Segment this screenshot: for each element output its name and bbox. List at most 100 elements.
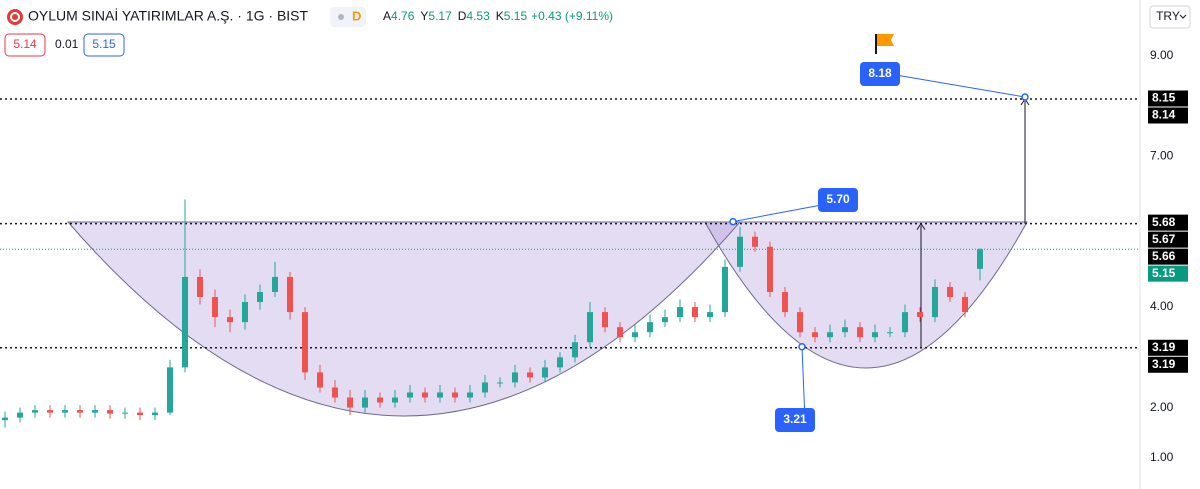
- candle-body: [887, 332, 893, 334]
- candle-body: [692, 307, 698, 318]
- logo-ring: [10, 12, 20, 22]
- candle-body: [527, 372, 533, 378]
- candle-body: [482, 382, 488, 393]
- candle-body: [512, 372, 518, 383]
- price-label: 5.67: [1152, 232, 1176, 246]
- candle-body: [272, 276, 278, 292]
- candle-body: [497, 382, 503, 384]
- ohlc-value: 5.17: [428, 9, 452, 23]
- arrow-head: [916, 222, 926, 230]
- candle-body: [647, 322, 653, 333]
- candle-body: [752, 236, 758, 247]
- y-tick-label: 2.00: [1150, 400, 1174, 414]
- candle-body: [167, 367, 173, 413]
- candle-body: [572, 342, 578, 358]
- price-label-box: [1148, 356, 1188, 373]
- candle-body: [932, 286, 938, 318]
- candle-body: [737, 236, 743, 267]
- candle-body: [962, 297, 968, 313]
- candle-body: [947, 286, 953, 298]
- candle-body: [557, 357, 563, 368]
- bid-box[interactable]: [4, 33, 46, 57]
- callout-box: [775, 408, 815, 432]
- candle-body: [767, 246, 773, 292]
- ohlc-value: 4.53: [466, 9, 490, 23]
- candle-body: [377, 397, 383, 403]
- y-tick-label: 1.00: [1150, 450, 1174, 464]
- symbol-title: OYLUM SINAİ YATIRIMLAR A.Ş. · 1G · BIST: [28, 7, 309, 24]
- bid: 5.14: [13, 37, 37, 51]
- candle-body: [122, 412, 128, 414]
- candle-body: [827, 332, 833, 338]
- candle-body: [452, 392, 458, 398]
- ask-box[interactable]: [83, 33, 125, 57]
- candle-body: [677, 307, 683, 318]
- price-label: 3.19: [1152, 357, 1176, 371]
- badge-dot: [338, 14, 344, 20]
- spread: 0.01: [55, 37, 79, 51]
- candle-body: [437, 392, 443, 398]
- badge-box[interactable]: [330, 7, 366, 27]
- candle-body: [317, 372, 323, 388]
- ohlc-value: 5.15: [504, 9, 528, 23]
- ohlc-key: D: [458, 9, 467, 23]
- currency-box[interactable]: [1149, 5, 1191, 29]
- candle-body: [182, 276, 188, 368]
- callout-label: 5.70: [826, 192, 850, 206]
- candle-body: [257, 291, 263, 303]
- candle-body: [152, 412, 158, 416]
- candle-body: [422, 392, 428, 398]
- price-label: 5.15: [1152, 266, 1176, 280]
- price-label: 5.68: [1152, 215, 1176, 229]
- candle-body: [197, 276, 203, 298]
- ask: 5.15: [92, 37, 116, 51]
- candle-body: [302, 312, 308, 373]
- candle-body: [242, 302, 248, 323]
- ohlc-row: A4.76 Y5.17 D4.53 K5.15 +0.43 (+9.11%): [383, 9, 613, 23]
- price-label-box: [1148, 107, 1188, 124]
- candle-body: [662, 317, 668, 323]
- cup-right: [704, 221, 1028, 369]
- ohlc-key: Y: [420, 9, 428, 23]
- candle-body: [332, 387, 338, 398]
- candle-body: [137, 412, 143, 416]
- candle-body: [542, 367, 548, 378]
- candle-body: [77, 410, 83, 413]
- ohlc-key: A: [383, 9, 391, 23]
- flag-icon: [875, 34, 894, 54]
- candle-body: [62, 410, 68, 413]
- candle-body: [617, 327, 623, 338]
- candle-body: [32, 410, 38, 413]
- badge: D: [352, 8, 361, 23]
- callout-point: [1021, 93, 1029, 101]
- candle-body: [107, 410, 113, 414]
- callout-leader: [801, 346, 806, 421]
- candle-body: [857, 327, 863, 338]
- cup-left: [66, 221, 742, 417]
- callout-label: 8.18: [868, 66, 892, 80]
- candle-body: [977, 249, 983, 269]
- candle-body: [707, 312, 713, 318]
- candle-body: [467, 392, 473, 398]
- callout-point: [729, 217, 737, 226]
- y-tick-label: 4.00: [1150, 299, 1174, 313]
- candle-body: [587, 312, 593, 343]
- candle-body: [632, 332, 638, 338]
- candle-body: [782, 291, 788, 313]
- price-label-box: [1148, 231, 1188, 248]
- callout-point: [798, 343, 806, 351]
- price-label-box: [1148, 265, 1188, 282]
- price-label: 8.15: [1152, 91, 1176, 105]
- candle-body: [347, 397, 353, 408]
- candle-body: [212, 297, 218, 318]
- price-label: 5.66: [1152, 249, 1176, 263]
- callout-box: [818, 188, 858, 212]
- candle-body: [917, 312, 923, 318]
- price-label-box: [1148, 339, 1188, 356]
- callout-leader: [889, 73, 1026, 98]
- y-tick-label: 9.00: [1150, 48, 1174, 62]
- candle-body: [722, 266, 728, 313]
